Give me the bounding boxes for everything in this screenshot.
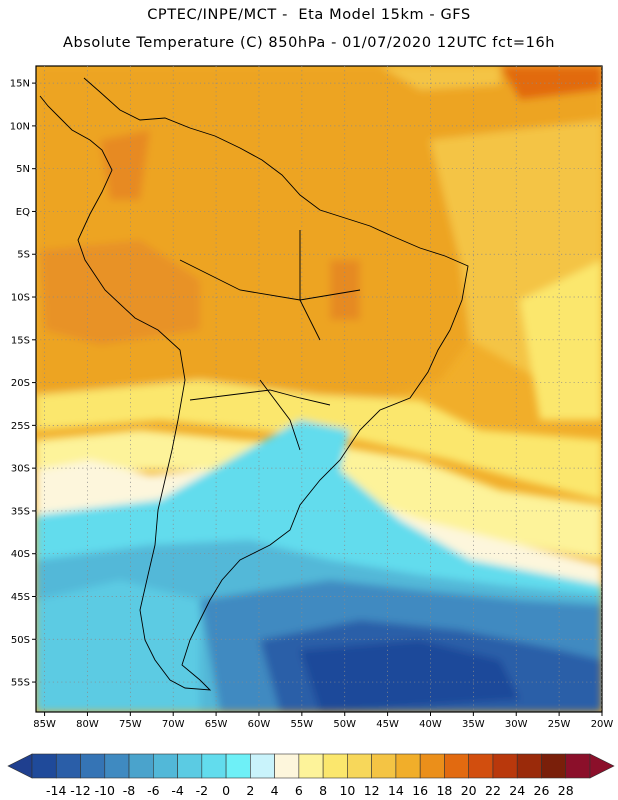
lon-tick-label: 30W (505, 719, 528, 730)
colorbar-label: -12 (70, 783, 90, 798)
lon-tick-label: 55W (291, 719, 314, 730)
colorbar-under-arrow (7, 753, 33, 779)
colorbar-box (177, 753, 203, 779)
colorbar-label: 20 (461, 783, 477, 798)
colorbar-over-arrow (589, 753, 615, 779)
colorbar-box (80, 753, 106, 779)
lon-tick-label: 65W (205, 719, 228, 730)
colorbar-label: -8 (123, 783, 136, 798)
colorbar-box (274, 753, 300, 779)
lat-tick-label: 35S (11, 506, 30, 517)
lat-tick-label: 25S (11, 421, 30, 432)
colorbar-label: 4 (271, 783, 279, 798)
map-title-line2: Absolute Temperature (C) 850hPa - 01/07/… (62, 35, 556, 51)
colorbar-label: 2 (246, 783, 254, 798)
colorbar-box (516, 753, 542, 779)
colorbar-label: 24 (509, 783, 525, 798)
lon-tick-label: 70W (162, 719, 185, 730)
lon-tick-label: 25W (548, 719, 571, 730)
colorbar-label: 16 (412, 783, 428, 798)
colorbar-box (55, 753, 81, 779)
colorbar-label: 8 (319, 783, 327, 798)
colorbar-box (104, 753, 130, 779)
lat-tick-label: 5S (17, 250, 30, 261)
coastlines (39, 77, 469, 691)
lat-tick-label: 45S (11, 592, 30, 603)
colorbar-label: 28 (558, 783, 574, 798)
lat-tick-label: 30S (11, 464, 30, 475)
lat-tick-label: 55S (11, 678, 30, 689)
colorbar-box (347, 753, 372, 779)
colorbar-label: 6 (295, 783, 303, 798)
temperature-field (36, 66, 602, 712)
lon-tick-label: 50W (333, 719, 356, 730)
colorbar-box (153, 753, 178, 779)
lon-tick-label: 75W (119, 719, 142, 730)
map-frame (35, 65, 603, 713)
colorbar-label: 14 (388, 783, 404, 798)
lon-tick-label: 85W (33, 719, 56, 730)
colorbar-label: -14 (46, 783, 66, 798)
lat-tick-label: 20S (11, 378, 30, 389)
colorbar-box (371, 753, 397, 779)
lat-tick-label: EQ (16, 207, 30, 218)
colorbar-label: 12 (364, 783, 380, 798)
colorbar-box (201, 753, 227, 779)
colorbar-box (128, 753, 154, 779)
colorbar-label: 10 (339, 783, 355, 798)
lon-tick-label: 45W (376, 719, 399, 730)
colorbar-box (444, 753, 469, 779)
colorbar-box (565, 753, 591, 779)
graticule (36, 66, 602, 712)
colorbar-label: 26 (534, 783, 550, 798)
lat-tick-label: 15N (10, 79, 30, 90)
colorbar-label: 18 (436, 783, 452, 798)
colorbar-box (31, 753, 57, 779)
colorbar-box (468, 753, 494, 779)
colorbar-label: 0 (222, 783, 230, 798)
lat-tick-label: 10S (11, 293, 30, 304)
colorbar-label: -4 (171, 783, 184, 798)
lat-tick-label: 40S (11, 549, 30, 560)
colorbar-box (225, 753, 251, 779)
colorbar-label: -10 (95, 783, 115, 798)
lat-tick-label: 5N (16, 164, 30, 175)
colorbar-label: -6 (147, 783, 160, 798)
colorbar (7, 753, 615, 779)
colorbar-box (298, 753, 324, 779)
lon-tick-label: 60W (248, 719, 271, 730)
colorbar-label: 22 (485, 783, 501, 798)
lat-tick-label: 50S (11, 635, 30, 646)
colorbar-box (419, 753, 445, 779)
map-title-line1: CPTEC/INPE/MCT - Eta Model 15km - GFS (147, 7, 471, 23)
colorbar-label: -2 (196, 783, 208, 798)
colorbar-box (492, 753, 518, 779)
longitude-labels: 85W 80W 75W 70W 65W 60W 55W 50W 45W 40W 35W 30W 25W 2… (33, 712, 613, 730)
lon-tick-label: 40W (419, 719, 442, 730)
colorbar-box (322, 753, 348, 779)
lat-tick-label: 15S (11, 335, 30, 346)
latitude-labels: 15N 10N 5N EQ 5S 10S 15S 20S 25S 30S 35S 40S 45S 50S 5… (10, 79, 36, 689)
colorbar-box (541, 753, 567, 779)
lon-tick-label: 35W (462, 719, 485, 730)
lon-tick-label: 80W (76, 719, 99, 730)
lon-tick-label: 20W (591, 719, 614, 730)
colorbar-box (395, 753, 421, 779)
colorbar-labels: -14 -12 -10 -8 -6 -4 -2 0 2 4 6 8 10 12 14 16 18 20 22 24 26… (46, 783, 574, 798)
lat-tick-label: 10N (10, 121, 30, 132)
colorbar-box (250, 753, 275, 779)
